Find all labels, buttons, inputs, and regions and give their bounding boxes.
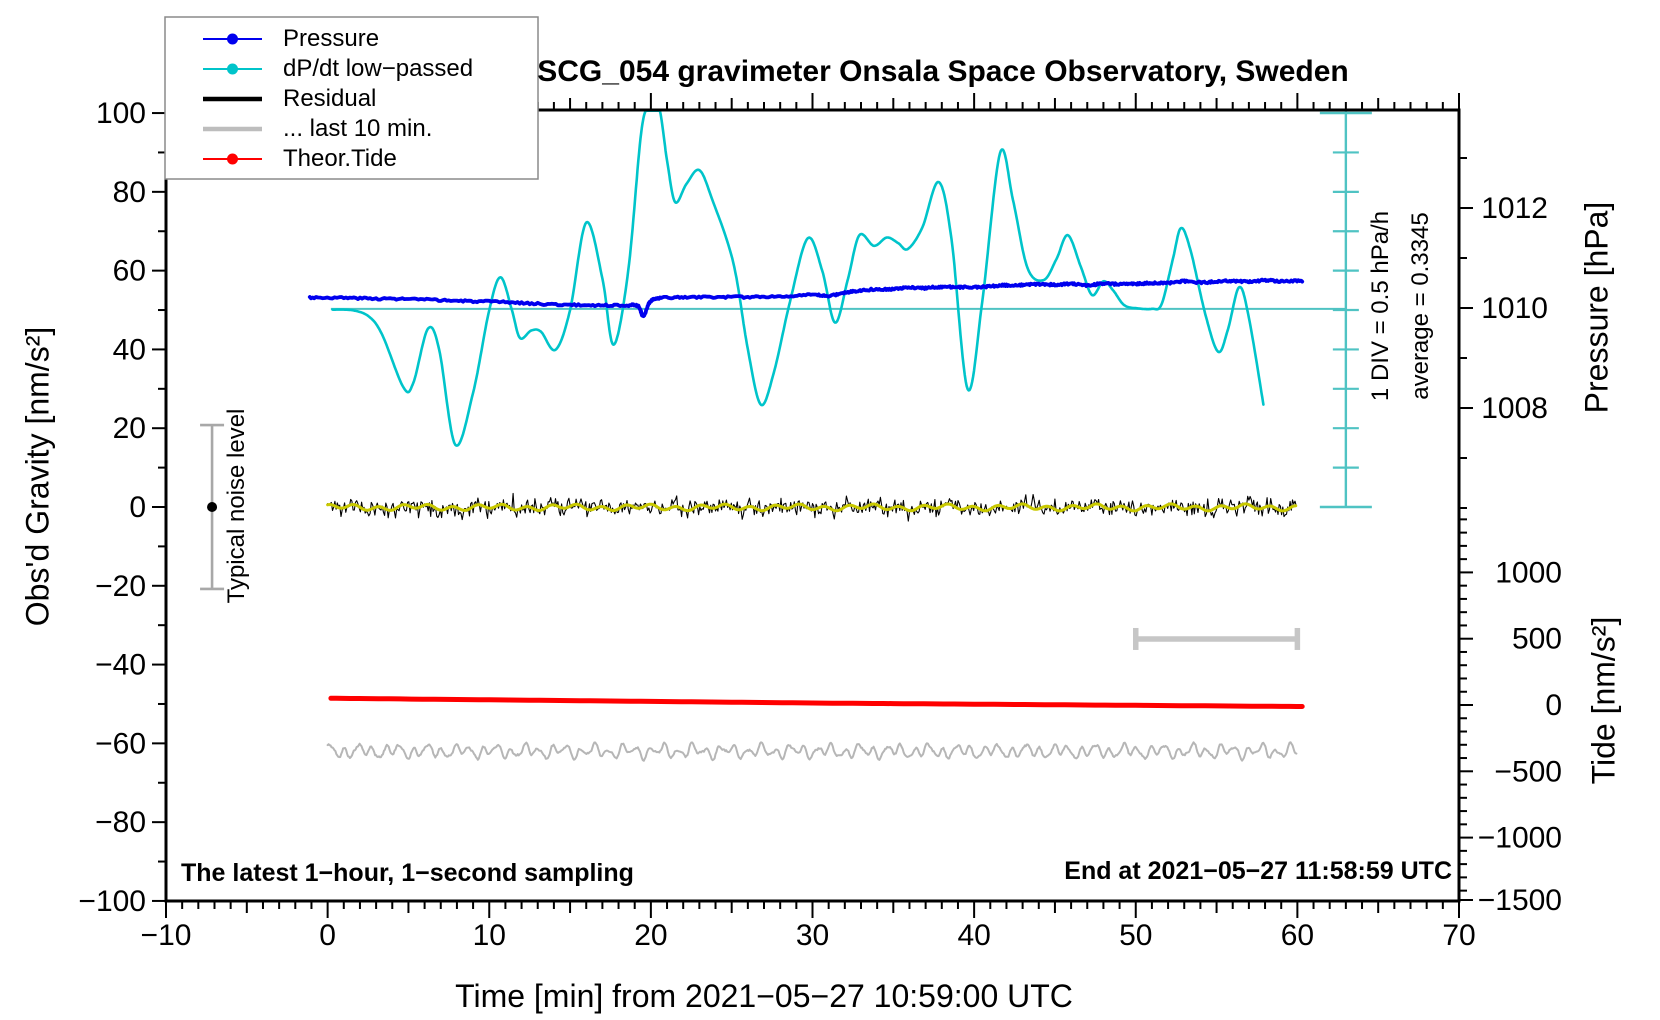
pressure-tick-label: 1008 <box>1481 392 1548 425</box>
y-left-tick-label: −60 <box>95 727 146 760</box>
y-axis-label-tide: Tide [nm/s²] <box>1585 616 1622 785</box>
typical-noise-label: Typical noise level <box>223 408 250 604</box>
x-tick-label: 40 <box>957 919 990 952</box>
legend-sample-dot <box>227 33 238 45</box>
x-tick-label: 60 <box>1281 919 1314 952</box>
average-label: average = 0.3345 <box>1407 212 1434 400</box>
pressure-tick-label: 1012 <box>1481 192 1548 225</box>
end-time-note: End at 2021−05−27 11:58:59 UTC <box>1064 857 1452 885</box>
y-left-tick-label: −20 <box>95 570 146 603</box>
pressure-curve <box>307 277 1305 319</box>
last10_residual-curve <box>326 741 1298 762</box>
y-left-tick-label: 80 <box>113 176 146 209</box>
pressure-tick-label: 1010 <box>1481 292 1548 325</box>
y-left-tick-label: 40 <box>113 333 146 366</box>
residual-curve <box>327 492 1297 522</box>
legend-sample-dot <box>227 63 238 75</box>
legend-item-residual: Residual <box>283 85 377 112</box>
noise-errorbar-dot <box>207 502 218 512</box>
tide-tick-label: 500 <box>1512 623 1562 656</box>
y-left-tick-label: −80 <box>95 806 146 839</box>
legend-item-pressure: Pressure <box>283 25 380 52</box>
y-left-tick-label: −100 <box>78 885 146 918</box>
x-tick-label: 50 <box>1119 919 1152 952</box>
x-tick-label: 0 <box>319 919 336 952</box>
tide-tick-label: −500 <box>1494 755 1562 788</box>
y-axis-label-gravity: Obs'd Gravity [nm/s²] <box>19 326 56 627</box>
theor_tide-curve <box>328 695 1305 709</box>
residual_lowpass-curve <box>326 502 1298 513</box>
x-tick-label: −10 <box>141 919 192 952</box>
y-axis-label-pressure: Pressure [hPa] <box>1578 201 1615 414</box>
div-scale-label: 1 DIV = 0.5 hPa/h <box>1367 210 1394 402</box>
legend-sample-dot <box>227 153 238 165</box>
legend-item-theortide: Theor.Tide <box>283 145 397 172</box>
tide-tick-label: −1500 <box>1478 884 1562 917</box>
y-left-tick-label: 0 <box>129 491 146 524</box>
y-left-tick-label: −40 <box>95 649 146 682</box>
x-tick-label: 30 <box>796 919 829 952</box>
y-left-tick-label: 100 <box>96 97 146 130</box>
tide-tick-label: −1000 <box>1478 822 1562 855</box>
sampling-note: The latest 1−hour, 1−second sampling <box>181 859 634 887</box>
chart-title: SCG_054 gravimeter Onsala Space Observat… <box>537 55 1349 88</box>
y-left-tick-label: 60 <box>113 255 146 288</box>
x-tick-label: 10 <box>473 919 506 952</box>
x-tick-label: 70 <box>1442 919 1475 952</box>
tide-tick-label: 0 <box>1545 689 1562 722</box>
legend-item-dpdt: dP/dt low−passed <box>283 55 474 82</box>
x-tick-label: 20 <box>634 919 667 952</box>
y-left-tick-label: 20 <box>113 412 146 445</box>
x-axis-label: Time [min] from 2021−05−27 10:59:00 UTC <box>455 978 1073 1014</box>
tide-tick-label: 1000 <box>1495 556 1562 589</box>
legend-item-last10: ... last 10 min. <box>283 115 433 142</box>
